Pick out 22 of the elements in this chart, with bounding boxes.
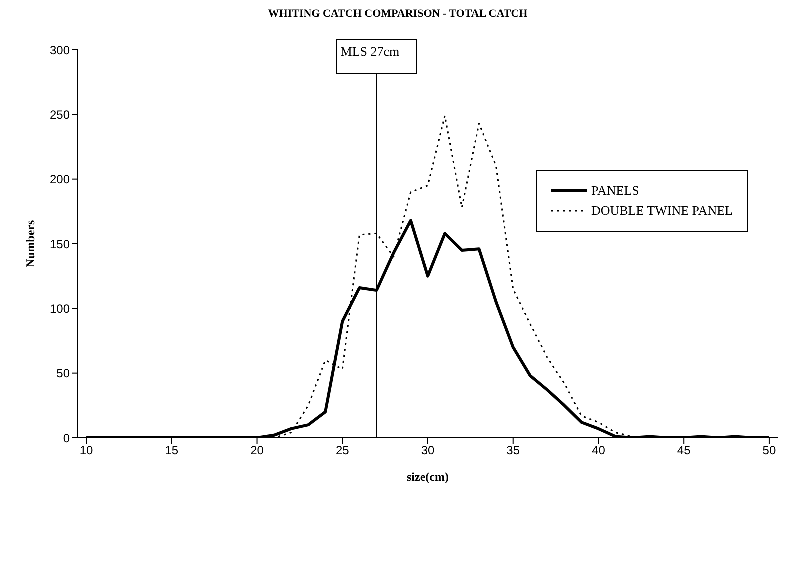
x-tick-label: 50 <box>762 444 776 458</box>
y-tick-label: 100 <box>50 302 70 316</box>
x-axis-title: size(cm) <box>407 470 449 484</box>
legend-label: PANELS <box>591 183 640 199</box>
y-tick-label: 250 <box>50 108 70 122</box>
x-tick-label: 20 <box>250 444 264 458</box>
x-tick-label: 35 <box>506 444 520 458</box>
x-tick-label: 25 <box>336 444 350 458</box>
y-tick-label: 0 <box>63 431 70 446</box>
x-tick-label: 10 <box>80 444 94 458</box>
y-axis-title: Numbers <box>23 220 38 268</box>
y-tick-label: 50 <box>56 366 70 381</box>
chart-title: WHITING CATCH COMPARISON - TOTAL CATCH <box>267 8 529 20</box>
legend-label: DOUBLE TWINE PANEL <box>591 203 733 219</box>
x-tick-label: 15 <box>165 444 179 458</box>
x-tick-label: 40 <box>592 444 606 458</box>
x-tick-label: 45 <box>677 444 692 458</box>
y-tick-label: 150 <box>50 237 70 252</box>
y-tick-label: 200 <box>50 172 70 187</box>
y-tick-label: 300 <box>50 43 70 58</box>
x-tick-label: 30 <box>421 444 435 458</box>
ref-line-label: MLS 27cm <box>340 44 400 59</box>
